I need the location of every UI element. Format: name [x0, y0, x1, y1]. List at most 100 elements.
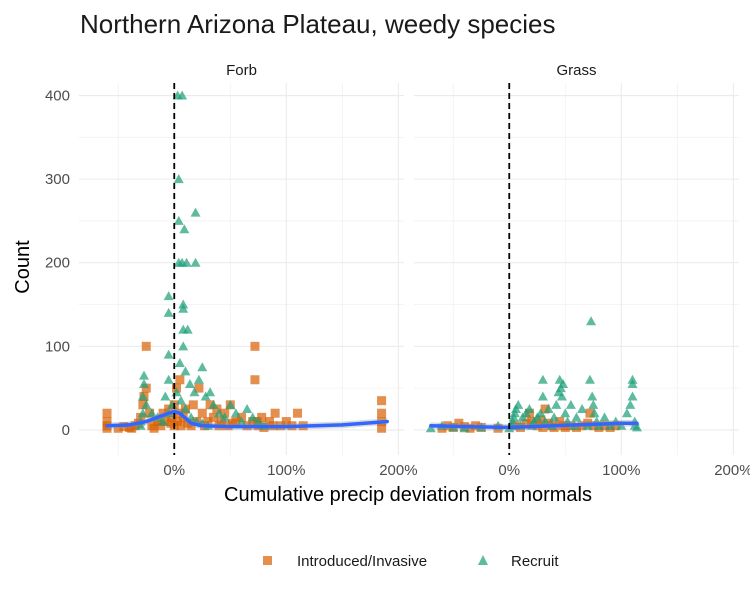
point-recruit: [189, 387, 200, 397]
point-introduced: [138, 400, 148, 410]
smooth-line: [429, 421, 639, 430]
point-recruit: [190, 257, 201, 267]
point-introduced: [175, 375, 185, 385]
point-recruit: [163, 374, 174, 384]
legend-label-introduced: Introduced/Invasive: [297, 553, 427, 570]
point-recruit: [175, 395, 186, 405]
point-introduced: [454, 418, 464, 428]
point-introduced: [377, 396, 387, 406]
point-recruit: [236, 416, 247, 426]
point-introduced: [141, 341, 151, 351]
point-recruit: [173, 174, 184, 184]
y-tick-label: 100: [45, 338, 70, 355]
point-introduced: [194, 383, 204, 393]
point-introduced: [377, 423, 387, 433]
y-axis-ticks: 0 100 200 300 400: [45, 88, 70, 439]
point-recruit: [139, 370, 149, 380]
point-introduced: [611, 421, 621, 431]
point-introduced: [540, 404, 550, 414]
point-recruit: [535, 408, 546, 418]
point-recruit: [160, 391, 171, 401]
legend-label-recruit: Recruit: [511, 553, 559, 570]
point-recruit: [230, 408, 241, 418]
point-introduced: [521, 418, 531, 428]
point-introduced: [250, 341, 260, 351]
x-tick-label: 200%: [379, 462, 417, 479]
point-recruit: [178, 303, 189, 313]
point-introduced: [186, 421, 196, 431]
y-tick-label: 300: [45, 171, 70, 188]
y-tick-label: 0: [62, 422, 70, 439]
point-recruit: [225, 399, 236, 409]
point-recruit: [184, 378, 195, 388]
point-introduced: [377, 408, 387, 418]
point-recruit: [616, 420, 627, 430]
panel-forb: Forb: [79, 62, 404, 455]
point-introduced: [257, 412, 267, 422]
panel-grass: Grass: [414, 62, 739, 455]
point-introduced: [197, 408, 207, 418]
strip-label-forb: Forb: [226, 62, 257, 79]
point-recruit: [571, 412, 582, 422]
point-introduced: [560, 422, 570, 432]
x-tick-label: 0%: [163, 462, 185, 479]
point-introduced: [188, 400, 198, 410]
point-recruit: [513, 399, 524, 409]
point-recruit: [627, 374, 638, 384]
point-recruit: [137, 408, 148, 418]
point-recruit: [549, 412, 560, 422]
point-recruit: [253, 416, 264, 426]
point-introduced: [216, 417, 226, 427]
point-recruit: [197, 362, 208, 372]
point-recruit: [551, 399, 562, 409]
point-recruit: [219, 412, 230, 422]
strip-label-grass: Grass: [556, 62, 596, 79]
point-recruit: [146, 408, 157, 418]
point-recruit: [208, 399, 219, 409]
point-recruit: [537, 374, 548, 384]
point-recruit: [588, 399, 599, 409]
point-introduced: [208, 412, 218, 422]
point-recruit: [599, 412, 610, 422]
y-axis-title: Count: [12, 240, 34, 294]
point-recruit: [560, 408, 571, 418]
x-axis-ticks: 0% 100% 200% 0% 100% 200%: [163, 462, 750, 479]
point-recruit: [540, 416, 551, 426]
point-introduced: [585, 408, 595, 418]
chart-title: Northern Arizona Plateau, weedy species: [80, 9, 556, 39]
point-introduced: [158, 408, 168, 418]
point-recruit: [173, 215, 184, 225]
point-recruit: [141, 399, 152, 409]
x-tick-label: 100%: [267, 462, 305, 479]
point-introduced: [270, 408, 280, 418]
point-recruit: [182, 324, 193, 334]
point-introduced: [141, 383, 151, 393]
point-recruit: [139, 378, 149, 388]
point-recruit: [565, 399, 576, 409]
point-recruit: [180, 366, 191, 376]
point-introduced: [149, 423, 159, 433]
point-recruit: [163, 349, 174, 359]
point-recruit: [193, 374, 204, 384]
x-tick-label: 200%: [714, 462, 750, 479]
point-introduced: [600, 421, 610, 431]
point-introduced: [250, 375, 260, 385]
point-recruit: [558, 378, 569, 388]
point-recruit: [627, 391, 638, 401]
point-recruit: [181, 257, 192, 267]
point-recruit: [190, 207, 201, 217]
point-recruit: [205, 387, 216, 397]
legend: Introduced/Invasive Recruit: [263, 553, 559, 570]
point-introduced: [212, 404, 222, 414]
point-introduced: [102, 408, 112, 418]
point-recruit: [178, 341, 189, 351]
point-recruit: [625, 399, 636, 409]
y-tick-label: 200: [45, 255, 70, 272]
point-recruit: [621, 408, 632, 418]
point-introduced: [524, 408, 534, 418]
legend-key-introduced: [263, 556, 272, 565]
point-recruit: [589, 408, 600, 418]
point-recruit: [562, 416, 573, 426]
point-recruit: [163, 307, 174, 317]
y-tick-label: 400: [45, 88, 70, 105]
